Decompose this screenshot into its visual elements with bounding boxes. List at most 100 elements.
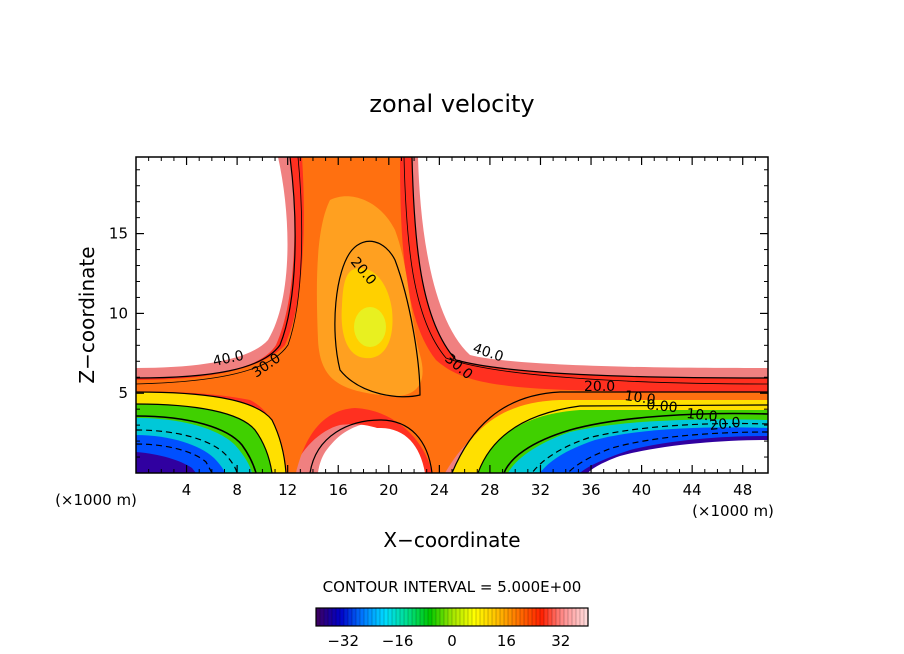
colorbar	[315, 607, 589, 627]
colorbar-swatch	[316, 608, 321, 626]
colorbar-swatch	[452, 608, 457, 626]
colorbar-swatch	[456, 608, 461, 626]
left-navy	[136, 452, 196, 473]
colorbar-swatch	[344, 608, 349, 626]
colorbar-swatch	[412, 608, 417, 626]
colorbar-swatch	[544, 608, 549, 626]
colorbar-swatch	[336, 608, 341, 626]
x-tick-label: 36	[581, 481, 600, 499]
colorbar-swatch	[408, 608, 413, 626]
colorbar-swatch	[440, 608, 445, 626]
colorbar-swatch	[400, 608, 405, 626]
colorbar-swatch	[416, 608, 421, 626]
colorbar-tick-label: −16	[382, 632, 414, 650]
colorbar-swatch	[572, 608, 577, 626]
contour-lines	[136, 157, 768, 473]
colorbar-swatch	[428, 608, 433, 626]
colorbar-swatch	[444, 608, 449, 626]
colorbar-swatch	[388, 608, 393, 626]
contour-30-left	[136, 157, 296, 379]
colorbar-swatch	[396, 608, 401, 626]
colorbar-swatch	[500, 608, 505, 626]
colorbar-swatch	[508, 608, 513, 626]
colorbar-swatch	[488, 608, 493, 626]
contour-inner-right	[403, 157, 768, 385]
contour-30-right	[411, 157, 768, 379]
colorbar-swatch	[368, 608, 373, 626]
velocity-field: 40.0 30.0 20.0 40.0 30.0 20.0 10.0 0.00 …	[136, 157, 768, 473]
x-tick-label: 24	[430, 481, 449, 499]
contour-neg-left-2	[136, 443, 213, 473]
colorbar-swatch	[516, 608, 521, 626]
contour-label: 10.0	[623, 388, 656, 408]
colorbar-swatch	[328, 608, 333, 626]
contour-neg-right-2	[567, 431, 768, 473]
colorbar-swatch	[460, 608, 465, 626]
colorbar-swatch	[340, 608, 345, 626]
x-tick-label: 20	[379, 481, 398, 499]
colorbar-swatch	[584, 608, 589, 626]
colorbar-tick-label: 16	[497, 632, 516, 650]
jet-core-max	[354, 307, 386, 347]
colorbar-swatch	[352, 608, 357, 626]
colorbar-swatch	[476, 608, 481, 626]
x-tick-label: 8	[232, 481, 242, 499]
x-tick-label: 4	[182, 481, 192, 499]
colorbar-swatch	[564, 608, 569, 626]
colorbar-swatch	[404, 608, 409, 626]
colorbar-swatch	[524, 608, 529, 626]
colorbar-swatch	[540, 608, 545, 626]
x-tick-label: 16	[329, 481, 348, 499]
y-axis: 5 10 15	[109, 169, 768, 458]
contour-interval: CONTOUR INTERVAL = 5.000E+00	[323, 578, 582, 596]
contour-0-right	[503, 412, 768, 473]
colorbar-swatch	[528, 608, 533, 626]
jet-band-orange	[136, 157, 768, 473]
colorbar-swatch	[364, 608, 369, 626]
colorbar-ticks: −32 −16 0 16 32	[327, 632, 570, 650]
colorbar-tick-label: 0	[447, 632, 457, 650]
colorbar-tick-label: 32	[551, 632, 570, 650]
colorbar-swatch	[464, 608, 469, 626]
colorbar-swatch	[348, 608, 353, 626]
contour-label: 10.0	[686, 406, 719, 425]
right-white-pocket	[588, 440, 768, 473]
colorbar-swatch	[380, 608, 385, 626]
colorbar-swatch	[392, 608, 397, 626]
contour-20-core	[334, 240, 421, 398]
colorbar-swatch	[556, 608, 561, 626]
colorbar-swatch	[436, 608, 441, 626]
colorbar-swatch	[552, 608, 557, 626]
x-axis-label: X−coordinate	[383, 528, 520, 552]
colorbar-swatch	[580, 608, 585, 626]
colorbar-swatch	[468, 608, 473, 626]
contour-label: 20.0	[709, 415, 742, 434]
y-tick-label: 5	[118, 384, 128, 402]
contour-label: 0.00	[646, 397, 679, 416]
colorbar-swatch	[520, 608, 525, 626]
y-tick-label: 15	[109, 225, 128, 243]
y-tick-label: 10	[109, 304, 128, 322]
contour-20-right	[451, 391, 768, 473]
colorbar-swatch	[324, 608, 329, 626]
colorbar-swatch	[568, 608, 573, 626]
contour-20-left	[136, 391, 287, 473]
contour-10-right	[477, 404, 768, 473]
colorbar-swatch	[448, 608, 453, 626]
center-white-pocket	[318, 428, 425, 473]
colorbar-swatch	[512, 608, 517, 626]
colorbar-swatch	[576, 608, 581, 626]
colorbar-swatch	[472, 608, 477, 626]
contour-neg-right	[531, 422, 768, 473]
contour-inner-left	[136, 157, 303, 385]
x-tick-label: 40	[632, 481, 651, 499]
x-tick-label: 48	[733, 481, 752, 499]
colorbar-swatch	[536, 608, 541, 626]
colorbar-swatch	[320, 608, 325, 626]
x-unit-left: (×1000 m)	[55, 491, 137, 509]
colorbar-swatch	[372, 608, 377, 626]
colorbar-swatch	[480, 608, 485, 626]
colorbar-swatch	[532, 608, 537, 626]
contour-neg-left	[136, 429, 238, 473]
